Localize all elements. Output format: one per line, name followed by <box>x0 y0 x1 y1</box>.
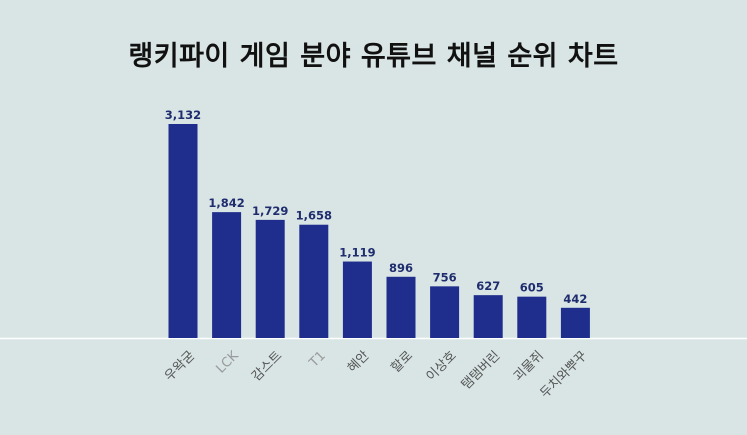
bars-group <box>168 124 590 338</box>
bar-2 <box>255 219 285 338</box>
tick-label-5: 할로 <box>389 348 417 376</box>
value-label-0: 3,132 <box>165 108 201 122</box>
bar-0 <box>168 124 198 338</box>
tick-label-8: 괴물쥐 <box>511 348 547 384</box>
tick-label-2: 감스트 <box>249 348 285 384</box>
tick-label-3: T1 <box>306 348 329 371</box>
value-label-4: 1,119 <box>339 246 375 260</box>
bar-8 <box>517 296 547 338</box>
tick-label-7: 탬탬버린 <box>459 348 503 392</box>
bar-4 <box>342 261 372 338</box>
value-label-8: 605 <box>520 281 544 295</box>
tick-label-0: 우왁굳 <box>162 348 198 384</box>
value-label-2: 1,729 <box>252 204 288 218</box>
tick-label-9: 두치와뿌꾸 <box>538 348 591 401</box>
value-labels-group: 3,132 1,842 1,729 1,658 1,119 896 756 627 605 442 <box>165 108 588 306</box>
value-label-3: 1,658 <box>296 209 332 223</box>
value-label-1: 1,842 <box>208 196 244 210</box>
bar-5 <box>386 276 416 338</box>
value-label-9: 442 <box>563 292 587 306</box>
value-label-6: 756 <box>433 270 457 284</box>
bar-1 <box>212 212 242 338</box>
chart-title: 랭키파이 게임 분야 유튜브 채널 순위 차트 <box>128 41 619 72</box>
value-label-5: 896 <box>389 261 413 275</box>
bar-9 <box>560 307 590 338</box>
tick-label-4: 혜안 <box>345 348 373 376</box>
tick-label-1: LCK <box>213 348 242 377</box>
bar-7 <box>473 295 503 338</box>
tick-label-6: 이상호 <box>424 348 460 384</box>
bar-3 <box>299 224 329 338</box>
value-label-7: 627 <box>476 279 500 293</box>
bar-6 <box>430 286 460 338</box>
